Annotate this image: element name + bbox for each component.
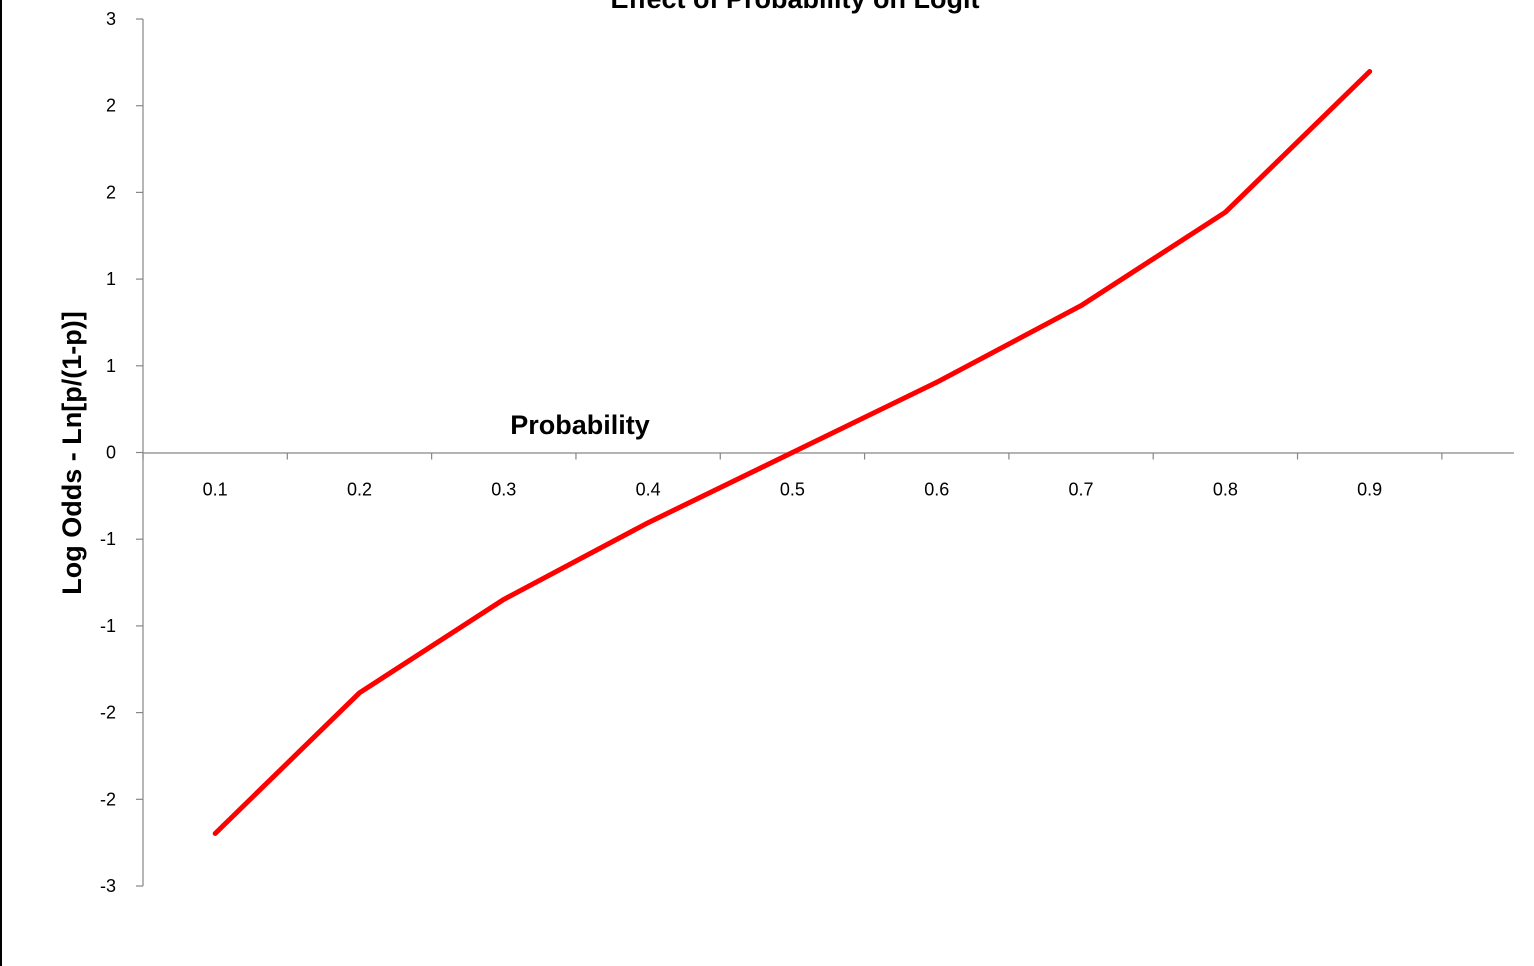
x-tick-label: 0.2	[347, 480, 372, 500]
y-tick-label: -1	[100, 616, 116, 636]
chart-title: Effect of Probability on Logit	[611, 0, 980, 14]
y-axis-title: Log Odds - Ln[p/(1-p)]	[57, 311, 87, 594]
x-axis-title: Probability	[510, 410, 650, 440]
y-tick-label: 0	[106, 443, 116, 463]
y-tick-label: 2	[106, 96, 116, 116]
y-tick-label: -2	[100, 703, 116, 723]
x-tick-label: 0.8	[1213, 480, 1238, 500]
y-tick-label: -1	[100, 529, 116, 549]
series-line	[212, 69, 1373, 836]
x-tick-label: 0.7	[1069, 480, 1094, 500]
y-tick-label: 1	[106, 269, 116, 289]
x-tick-label: 0.4	[636, 480, 661, 500]
x-ticks: 0.1 0.2 0.3 0.4 0.5 0.6 0.7 0.8 0.9	[142, 452, 1443, 500]
y-tick-label: 3	[106, 9, 116, 29]
y-ticks: 3 2 2 1 1 0 -1 -1 -2 -2 -3	[100, 9, 143, 896]
y-tick-label: -3	[100, 876, 116, 896]
x-tick-label: 0.1	[203, 480, 228, 500]
y-tick-label: -2	[100, 789, 116, 809]
series-layer	[212, 69, 1373, 836]
x-tick-label: 0.3	[491, 480, 516, 500]
x-tick-label: 0.9	[1357, 480, 1382, 500]
x-tick-label: 0.6	[924, 480, 949, 500]
y-tick-label: 1	[106, 356, 116, 376]
y-tick-label: 2	[106, 182, 116, 202]
x-tick-label: 0.5	[780, 480, 805, 500]
